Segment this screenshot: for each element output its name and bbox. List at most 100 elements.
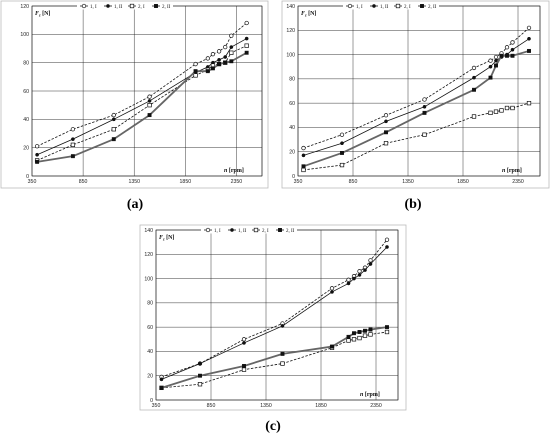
data-point-circle-open [422, 97, 427, 102]
data-point-square-open [384, 329, 390, 335]
y-tick-label: 60 [147, 325, 153, 331]
legend-entry-label: 2, II [162, 5, 171, 10]
chart-frame [139, 224, 407, 411]
data-point-circle-filled [352, 276, 356, 281]
series-2 [301, 36, 531, 158]
legend-entry-label: 1, II [238, 229, 247, 234]
legend-entry-label: 2, II [428, 5, 437, 10]
data-point-square-open [339, 162, 345, 168]
legend: 1, I 1, II 2, I 2, II [77, 2, 173, 10]
legend-marker [253, 227, 259, 233]
legend-background [201, 226, 297, 234]
data-point-square-open [301, 167, 306, 173]
panel-label: (a) [127, 197, 144, 212]
data-point-circle-filled [472, 75, 476, 80]
data-point-circle-filled [330, 290, 334, 294]
data-point-square-filled [244, 50, 249, 55]
panel-label: (b) [404, 197, 421, 212]
x-tick-label: 1850 [457, 179, 469, 185]
y-axis-label-sub: z [162, 237, 165, 242]
y-tick-label: 40 [23, 117, 29, 123]
data-point-square-open [383, 141, 389, 146]
data-point-square-open [357, 335, 362, 341]
x-tick-label: 350 [28, 179, 37, 185]
y-axis-label-main: F [159, 235, 163, 241]
data-point-circle-open [504, 45, 510, 50]
legend: 1, I 1, II 2, I 2, II [201, 226, 297, 234]
y-tick-label: 40 [289, 125, 295, 131]
legend-marker [420, 4, 424, 8]
y-axis-label-main: F [35, 11, 39, 17]
series-4 [35, 50, 249, 164]
chart-frame [281, 0, 550, 189]
x-tick-label: 850 [349, 179, 358, 185]
data-point-circle-open [301, 145, 306, 151]
x-tick-label: 350 [294, 179, 303, 185]
data-point-square-filled [488, 75, 493, 80]
data-point-circle-filled [71, 137, 75, 142]
data-point-circle-open [357, 269, 362, 274]
y-axis-label: Fz [N] [35, 11, 50, 18]
series-2 [159, 245, 389, 382]
data-point-square-open [526, 100, 532, 106]
legend-entry-label: 1, I [90, 5, 97, 10]
data-point-circle-open [70, 127, 76, 132]
y-axis-label-unit: [N] [41, 11, 51, 17]
legend-background [77, 2, 173, 10]
x-tick-label: 1850 [180, 179, 192, 185]
y-tick-label: 140 [286, 4, 295, 10]
legend-marker [395, 3, 401, 9]
y-axis-label-unit: [N] [165, 235, 175, 241]
data-point-circle-open [111, 112, 116, 118]
x-tick-label: 2350 [231, 179, 243, 185]
data-point-circle-filled [346, 281, 351, 286]
data-point-square-filled [510, 53, 515, 58]
y-axis-label-sub: z [304, 13, 307, 18]
x-tick-label: 1350 [260, 403, 272, 409]
legend-entry-label: 2, II [286, 229, 295, 234]
data-point-circle-filled [527, 36, 531, 41]
data-point-circle-open [488, 58, 493, 63]
data-point-square-filled [210, 66, 215, 71]
y-tick-label: 120 [144, 252, 153, 258]
y-tick-label: 60 [289, 101, 295, 107]
data-point-circle-open [147, 94, 152, 99]
data-point-square-open [241, 367, 247, 372]
data-point-square-open [147, 103, 152, 108]
legend: 1, I 1, II 2, I 2, II [343, 2, 439, 10]
legend-entry-label: 2, I [138, 5, 145, 10]
chart-frame [0, 0, 269, 189]
data-point-square-filled [385, 325, 389, 330]
data-point-circle-filled [363, 268, 367, 272]
data-point-square-open [70, 142, 76, 147]
series-4 [301, 48, 531, 169]
data-point-circle-filled [147, 99, 152, 103]
data-point-circle-open [526, 25, 532, 31]
x-axis-label-unit: [rpm] [227, 168, 244, 174]
legend-entry-label: 1, I [356, 5, 363, 10]
data-point-square-open [244, 43, 249, 48]
data-point-square-open [197, 382, 203, 387]
data-point-square-filled [384, 130, 388, 135]
data-point-square-filled [198, 373, 202, 378]
data-point-circle-filled [217, 57, 221, 62]
data-point-square-open [488, 110, 493, 116]
legend-marker [129, 3, 135, 9]
y-tick-label: 100 [20, 32, 29, 38]
y-tick-label: 20 [147, 374, 153, 380]
data-point-circle-filled [340, 141, 344, 146]
data-point-square-open [471, 114, 477, 119]
data-point-circle-filled [159, 377, 164, 382]
legend-entry-label: 1, I [214, 229, 221, 234]
y-tick-label: 100 [286, 52, 295, 58]
y-tick-label: 140 [144, 228, 153, 234]
legend-marker [278, 228, 282, 232]
data-point-square-filled [242, 364, 246, 368]
y-tick-label: 80 [289, 77, 295, 83]
data-point-square-filled [223, 60, 228, 65]
data-point-square-filled [217, 62, 222, 67]
data-point-circle-filled [35, 152, 39, 157]
legend-marker [154, 4, 158, 8]
data-point-square-open [280, 361, 285, 366]
data-point-circle-filled [494, 58, 498, 63]
